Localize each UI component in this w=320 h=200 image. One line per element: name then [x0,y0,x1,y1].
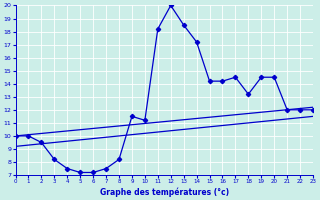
X-axis label: Graphe des températures (°c): Graphe des températures (°c) [100,187,229,197]
